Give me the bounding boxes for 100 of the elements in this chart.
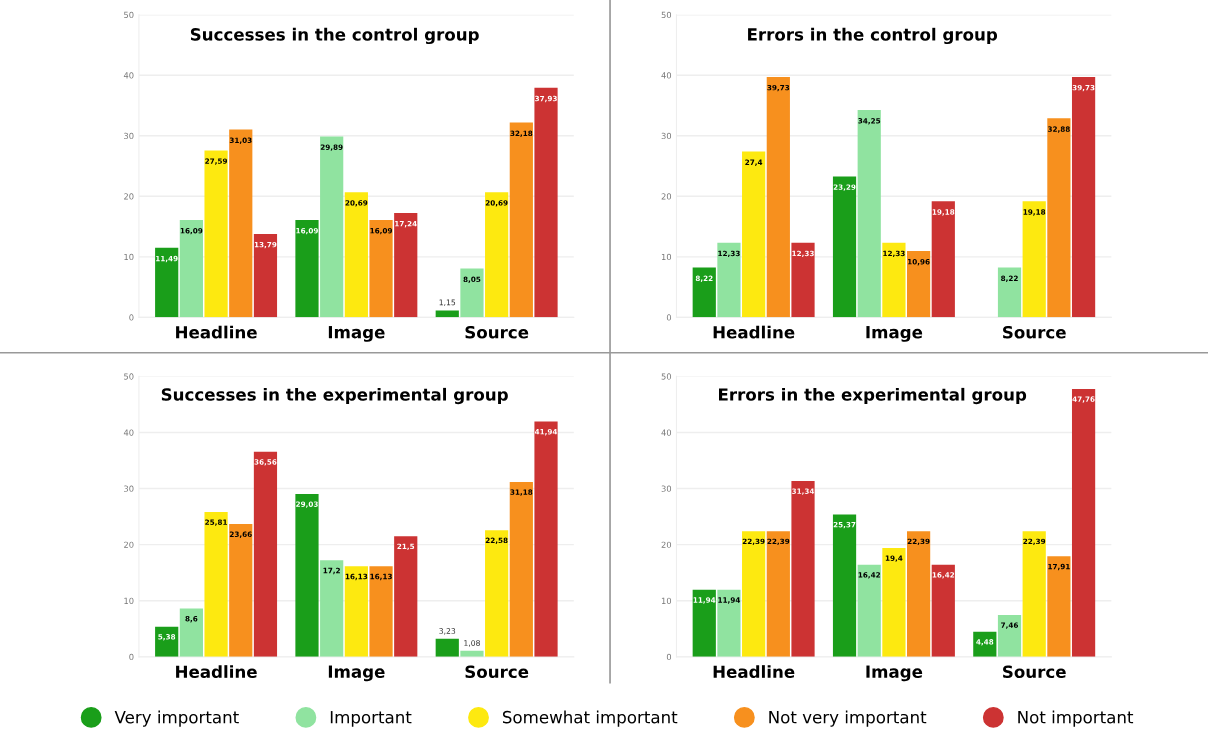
- bar: [344, 566, 368, 657]
- text: Errors in the control group: [748, 27, 998, 45]
- bar: [857, 110, 881, 318]
- bar: [1022, 531, 1046, 657]
- bar: [534, 87, 558, 318]
- bar: [320, 560, 344, 657]
- bar: [253, 451, 278, 657]
- x-tick-label: Headline: [713, 325, 795, 339]
- bar: [534, 421, 558, 657]
- bar: [509, 122, 533, 318]
- bar: [791, 481, 815, 657]
- bar: [394, 536, 418, 657]
- legend-label: Very important: [114, 710, 239, 727]
- bar: [742, 531, 766, 657]
- bar: [155, 626, 179, 657]
- y-tick-label: 50: [661, 11, 672, 19]
- bar: [435, 638, 459, 657]
- bar: [344, 192, 368, 318]
- y-tick-label: 0: [666, 653, 672, 661]
- x-tick-label: Source: [465, 325, 529, 339]
- y-tick-label: 40: [661, 429, 672, 436]
- bar: [766, 76, 790, 318]
- bar: [791, 242, 815, 318]
- bar: [1047, 556, 1071, 657]
- x-tick-label: Source: [1003, 665, 1066, 679]
- bar: [1022, 201, 1046, 318]
- bar: [253, 233, 278, 318]
- text: Successes in the experimental group: [161, 387, 508, 405]
- legend-label: Not important: [1018, 710, 1134, 727]
- bar: [742, 151, 766, 318]
- x-tick-label: Headline: [176, 665, 257, 679]
- bar: [717, 242, 741, 318]
- y-tick-label: 50: [661, 373, 672, 380]
- y-tick-label: 40: [123, 429, 134, 436]
- bar: [485, 530, 509, 657]
- bar: [485, 192, 509, 318]
- y-tick-label: 10: [124, 253, 134, 261]
- bar: [931, 201, 955, 318]
- bar: [509, 481, 533, 657]
- text: Errors in the experimental group: [719, 387, 1027, 405]
- bar: [435, 310, 459, 318]
- x-tick-label: Image: [866, 326, 923, 342]
- y-tick-label: 10: [661, 253, 672, 261]
- bar: [997, 614, 1022, 657]
- y-tick-label: 10: [124, 597, 134, 605]
- y-tick-label: 30: [661, 485, 672, 492]
- y-tick-label: 30: [124, 485, 134, 492]
- bar: [907, 531, 931, 657]
- bar: [320, 136, 344, 318]
- bar: [832, 176, 857, 318]
- bar: [882, 242, 906, 318]
- y-tick-label: 20: [661, 541, 672, 548]
- text: Successes in the control group: [190, 27, 479, 45]
- bar: [717, 589, 741, 657]
- bar: [1071, 76, 1096, 318]
- bar: [155, 247, 179, 318]
- bar: [179, 608, 203, 657]
- x-tick-label: Image: [866, 665, 923, 682]
- bar: [692, 267, 716, 318]
- bar: [204, 512, 228, 657]
- bar: [857, 564, 881, 657]
- bar: [394, 213, 418, 318]
- x-tick-label: Source: [465, 665, 529, 679]
- y-tick-label: 30: [124, 132, 134, 140]
- legend-label: Important: [330, 711, 412, 727]
- bar: [692, 589, 716, 657]
- bar: [907, 251, 931, 318]
- x-tick-label: Image: [328, 665, 385, 682]
- bar: [1047, 118, 1071, 318]
- legend-label: Not very important: [769, 710, 927, 727]
- y-tick-label: 0: [129, 653, 134, 661]
- bar: [460, 268, 484, 318]
- bar: [369, 219, 393, 318]
- y-tick-label: 0: [129, 314, 134, 321]
- x-tick-label: Image: [328, 326, 385, 342]
- y-tick-label: 50: [124, 373, 134, 380]
- bar: [832, 514, 857, 657]
- bar: [997, 267, 1022, 318]
- bar: [766, 531, 790, 657]
- y-tick-label: 0: [666, 314, 672, 321]
- bar: [229, 129, 253, 318]
- y-tick-label: 30: [661, 132, 672, 140]
- y-tick-label: 20: [661, 193, 672, 200]
- y-tick-label: 40: [661, 72, 672, 79]
- bar: [295, 494, 319, 657]
- bar: [369, 566, 393, 657]
- bar: [179, 219, 203, 318]
- x-tick-label: Headline: [176, 325, 257, 339]
- bar: [295, 219, 319, 318]
- y-tick-label: 20: [124, 541, 134, 548]
- x-tick-label: Headline: [713, 665, 795, 679]
- bar: [1071, 388, 1096, 657]
- y-tick-label: 20: [124, 193, 134, 200]
- y-tick-label: 10: [661, 597, 672, 605]
- bar: [931, 564, 955, 657]
- bar: [204, 150, 228, 318]
- bar: [229, 524, 253, 657]
- y-tick-label: 40: [123, 72, 134, 79]
- bar: [882, 548, 906, 657]
- y-tick-label: 50: [124, 11, 134, 19]
